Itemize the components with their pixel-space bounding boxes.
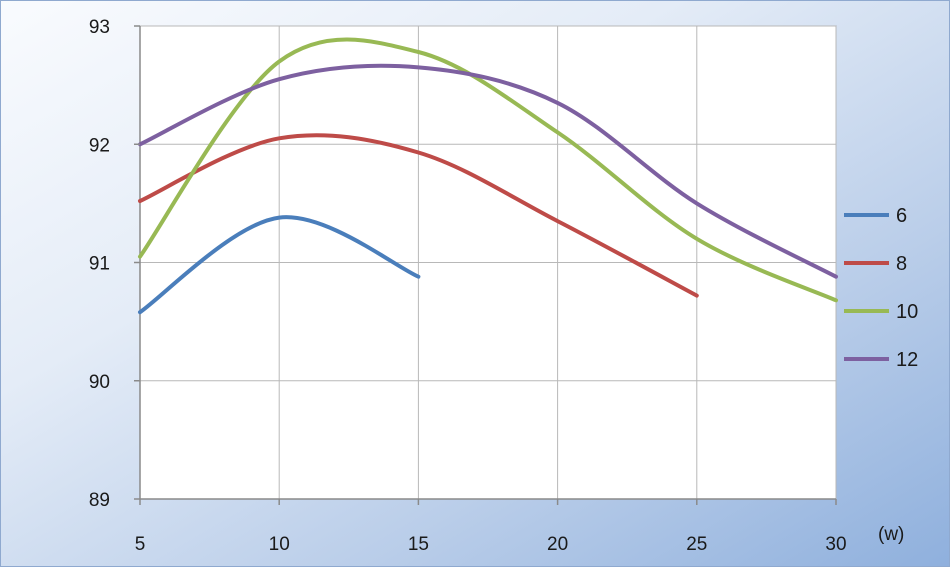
tick-labels: 89 90 91 92 93 5 10 15 20 25 30 (89, 17, 847, 555)
series-line-12 (138, 63, 838, 279)
legend-label-8: 8 (896, 253, 907, 275)
y-tick-label: 89 (89, 490, 110, 511)
x-tick-label: 15 (408, 534, 429, 555)
y-tick-label: 91 (89, 254, 110, 275)
legend-label-10: 10 (896, 301, 918, 323)
series-line-8 (138, 133, 699, 298)
y-tick-label: 90 (89, 372, 110, 393)
series-line-6 (138, 215, 421, 315)
x-tick-label: 30 (825, 534, 846, 555)
y-tick-label: 93 (89, 17, 110, 38)
series-line-10 (138, 37, 838, 303)
legend-label-6: 6 (896, 205, 907, 227)
legend: 6 8 10 12 (844, 205, 918, 371)
x-tick-label: 25 (686, 534, 707, 555)
x-axis-unit-label: (w) (878, 524, 904, 545)
x-tick-label: 10 (269, 534, 290, 555)
series-lines (138, 37, 838, 315)
x-tick-label: 5 (135, 534, 146, 555)
y-tick-label: 92 (89, 135, 110, 156)
legend-label-12: 12 (896, 349, 918, 371)
x-tick-label: 20 (547, 534, 568, 555)
